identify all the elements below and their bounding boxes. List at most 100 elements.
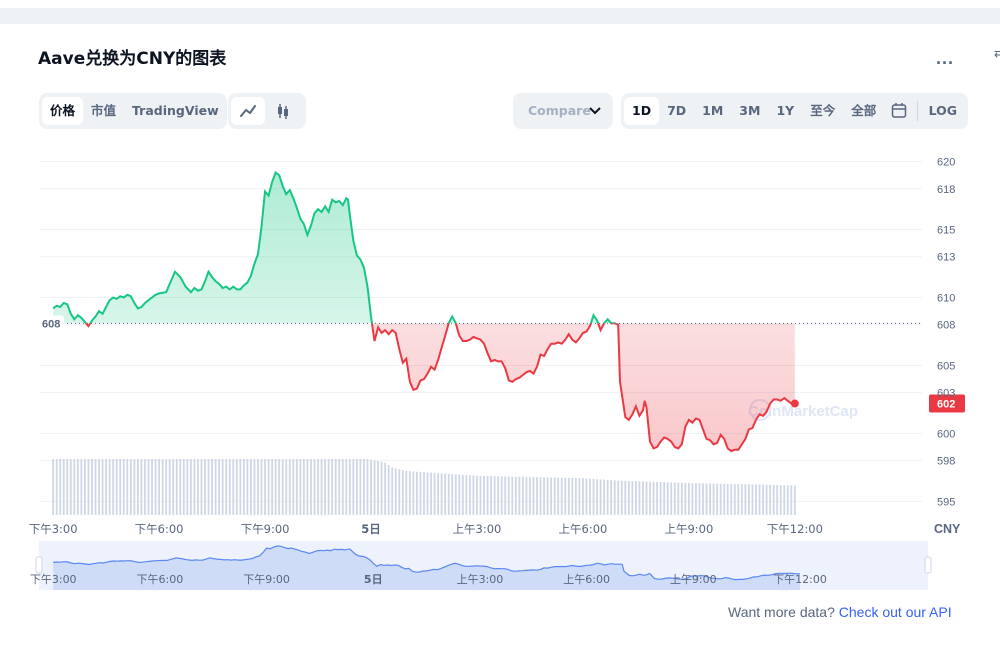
volume-bar — [479, 475, 482, 515]
current-price-dot — [790, 399, 799, 408]
x-tick-label: 上午3:00 — [453, 522, 502, 536]
volume-bar — [211, 459, 213, 515]
tab-tradingview[interactable]: TradingView — [132, 103, 219, 118]
volume-bar — [94, 459, 97, 515]
volume-bar — [585, 478, 588, 515]
volume-bar — [426, 472, 429, 515]
log-scale-toggle[interactable]: LOG — [928, 103, 957, 118]
volume-bar — [66, 459, 69, 515]
volume-bar — [320, 459, 323, 515]
volume-bar — [712, 483, 715, 515]
volume-bar — [695, 483, 697, 515]
volume-bar — [620, 480, 623, 515]
volume-bar — [331, 459, 334, 515]
more-options-icon[interactable]: ... — [936, 48, 955, 68]
volume-bar — [62, 459, 65, 515]
volume-bar — [451, 474, 454, 515]
volume-bar — [783, 485, 786, 515]
range-ytd[interactable]: 至今 — [810, 103, 836, 118]
volume-bar — [458, 474, 461, 515]
volume-bar — [483, 475, 485, 515]
volume-bar — [189, 459, 192, 515]
range-1y[interactable]: 1Y — [776, 103, 795, 118]
volume-bar — [416, 471, 418, 515]
price-area-up — [53, 172, 795, 324]
volume-bar — [716, 483, 719, 515]
volume-bar — [645, 481, 648, 515]
volume-bar — [521, 476, 524, 515]
navigator-tick-label: 上午9:00 — [670, 573, 717, 586]
y-tick-label: 618 — [937, 184, 955, 196]
line-chart-icon[interactable] — [231, 97, 265, 125]
x-axis-ticks: 下午3:00 下午6:00 下午9:00 5日 上午3:00 上午6:00 上午9:00 下午… — [29, 522, 823, 536]
volume-bar — [684, 482, 687, 515]
range-3m[interactable]: 3M — [739, 103, 761, 118]
volume-bar — [239, 459, 242, 515]
volume-bar — [257, 459, 259, 515]
compare-dropdown[interactable]: Compare — [513, 93, 613, 129]
range-1d[interactable]: 1D — [624, 97, 660, 125]
candlestick-icon[interactable] — [265, 97, 301, 125]
volume-bar — [582, 478, 584, 515]
volume-bar — [158, 459, 160, 515]
volume-bar — [631, 481, 634, 515]
volume-bar — [207, 459, 210, 515]
navigator-tick-label: 上午6:00 — [563, 573, 610, 586]
volume-bar — [299, 459, 302, 515]
volume-bar — [705, 483, 708, 515]
y-tick-label: 615 — [937, 225, 955, 237]
volume-bar — [345, 459, 348, 515]
chart-title: Aave兑换为CNY的图表 — [38, 49, 227, 69]
volume-bar — [514, 476, 517, 515]
volume-bar — [348, 459, 351, 515]
volume-bar — [398, 469, 401, 515]
y-tick-label: 610 — [937, 293, 955, 305]
volume-bar — [179, 459, 182, 515]
volume-bar — [613, 480, 616, 515]
volume-bar — [401, 470, 404, 515]
volume-bar — [596, 479, 598, 515]
currency-label: CNY — [934, 522, 961, 536]
navigator-tick-label: 下午3:00 — [30, 573, 77, 586]
range-7d[interactable]: 7D — [667, 103, 687, 118]
volume-bar — [267, 459, 270, 515]
volume-bar — [341, 459, 344, 515]
chart-type-group — [228, 93, 306, 129]
y-axis-ticks: 620 618 615 613 610 608 605 603 600 598 595 — [937, 157, 955, 509]
volume-bar — [543, 477, 545, 515]
volume-bar — [599, 479, 602, 515]
calendar-icon[interactable] — [884, 97, 914, 125]
volume-bar — [560, 477, 563, 515]
range-1m[interactable]: 1M — [702, 103, 724, 118]
volume-bar — [447, 473, 450, 515]
volume-bar — [327, 459, 330, 515]
volume-bar — [250, 459, 252, 515]
volume-bar — [408, 471, 411, 515]
page-top-strip — [0, 0, 1000, 8]
tab-market-cap[interactable]: 市值 — [91, 103, 117, 118]
volume-bar — [532, 477, 535, 515]
volume-bar — [507, 476, 510, 515]
x-tick-label: 5日 — [361, 522, 381, 536]
volume-bar — [182, 459, 185, 515]
volume-bar — [384, 462, 387, 515]
volume-bar — [359, 459, 362, 515]
volume-bar — [719, 483, 722, 515]
y-tick-label: 600 — [937, 428, 955, 440]
volume-bar — [112, 459, 115, 515]
volume-bar — [235, 459, 238, 515]
volume-bar — [430, 472, 432, 515]
api-link[interactable]: Check out our API — [838, 604, 952, 620]
range-all[interactable]: 全部 — [851, 103, 877, 118]
volume-bar — [281, 459, 284, 515]
volume-bar — [793, 485, 796, 515]
volume-bar — [101, 459, 104, 515]
volume-bar — [59, 459, 62, 515]
volume-bar — [589, 478, 591, 515]
current-price-label: 602 — [937, 399, 955, 411]
tab-price[interactable]: 价格 — [42, 97, 84, 125]
volume-bar — [733, 484, 736, 515]
x-tick-label: 下午12:00 — [767, 522, 823, 536]
volume-bar — [656, 481, 658, 515]
